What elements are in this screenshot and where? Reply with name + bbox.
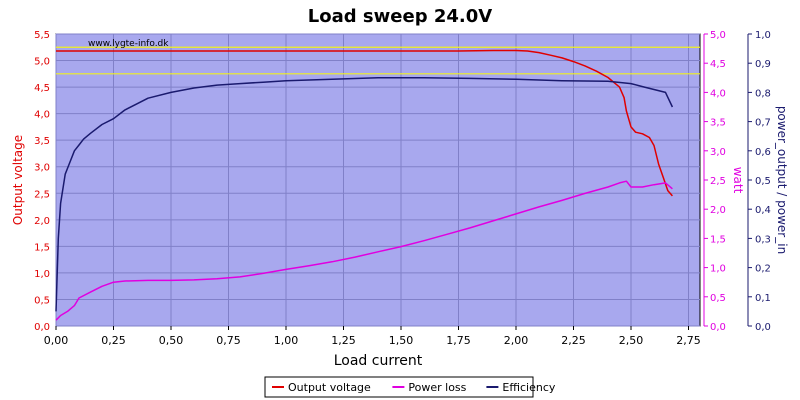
x-tick-label: 0,25 (101, 334, 126, 347)
x-tick-label: 2,25 (561, 334, 586, 347)
y-left-tick-label: 0,5 (34, 295, 50, 306)
y-right1-tick-label: 1,0 (710, 264, 726, 275)
y-left-tick-label: 4,0 (34, 110, 50, 121)
y-right2-tick-label: 0,8 (755, 88, 771, 99)
y-right2-tick-label: 1,0 (755, 30, 771, 41)
series-line-output-voltage (56, 49, 673, 197)
y-right1-axis-label: watt (731, 167, 745, 194)
y-right1-tick-label: 2,5 (710, 176, 726, 187)
x-tick-label: 0,00 (44, 334, 69, 347)
y-right1-tick-label: 2,0 (710, 205, 726, 216)
y-left-tick-label: 4,5 (34, 83, 50, 94)
y-right2-tick-label: 0,6 (755, 147, 771, 158)
plot-area (55, 33, 701, 327)
y-right1-tick-label: 5,0 (710, 30, 726, 41)
y-right1-tick-label: 4,5 (710, 59, 726, 70)
x-tick-label: 1,75 (446, 334, 471, 347)
y-right1-tick-label: 4,0 (710, 88, 726, 99)
series-line-power-loss (55, 180, 673, 321)
legend: Output voltage Power loss Efficiency (264, 376, 556, 398)
y-right2-tick-label: 0,3 (755, 234, 771, 245)
y-left-tick-label: 3,0 (34, 163, 50, 174)
y-left-tick-label: 0,0 (34, 322, 50, 333)
y-right2-tick-label: 0,5 (755, 176, 771, 187)
legend-label-efficiency: Efficiency (502, 381, 555, 394)
y-left-tick-label: 1,5 (34, 242, 50, 253)
y-right2-tick-label: 0,0 (755, 322, 771, 333)
y-left-tick-label: 2,5 (34, 189, 50, 200)
x-tick-label: 0,50 (159, 334, 184, 347)
y-left-axis-label: Output voltage (11, 135, 25, 225)
y-right1-tick-label: 0,0 (710, 322, 726, 333)
y-right2-tick-label: 0,7 (755, 118, 771, 129)
series-line-efficiency (55, 77, 674, 312)
y-right2-axis-label: power_output / power_in (775, 106, 789, 254)
y-right1-tick-label: 1,5 (710, 234, 726, 245)
y-right1-tick-label: 3,0 (710, 147, 726, 158)
y-right1-tick-label: 3,5 (710, 118, 726, 129)
x-tick-label: 2,50 (619, 334, 644, 347)
y-left-tick-label: 5,5 (34, 30, 50, 41)
chart-title: Load sweep 24.0V (308, 6, 492, 27)
x-tick-label: 1,25 (331, 334, 356, 347)
x-tick-label: 1,00 (274, 334, 299, 347)
x-axis-label: Load current (334, 353, 423, 369)
legend-label-output-voltage: Output voltage (288, 381, 371, 394)
x-tick-label: 0,75 (216, 334, 241, 347)
y-left-tick-label: 3,5 (34, 136, 50, 147)
y-right1-tick-label: 0,5 (710, 293, 726, 304)
x-tick-label: 2,00 (504, 334, 529, 347)
y-right2-tick-label: 0,2 (755, 264, 771, 275)
y-left-tick-label: 2,0 (34, 216, 50, 227)
x-tick-label: 1,50 (389, 334, 414, 347)
watermark: www.lygte-info.dk (88, 39, 169, 49)
y-right2-tick-label: 0,9 (755, 59, 771, 70)
legend-label-power-loss: Power loss (408, 381, 466, 394)
x-tick-label: 2,75 (676, 334, 701, 347)
y-right2-tick-label: 0,1 (755, 293, 771, 304)
y-left-tick-label: 1,0 (34, 269, 50, 280)
y-right2-tick-label: 0,4 (755, 205, 771, 216)
y-left-tick-label: 5,0 (34, 57, 50, 68)
